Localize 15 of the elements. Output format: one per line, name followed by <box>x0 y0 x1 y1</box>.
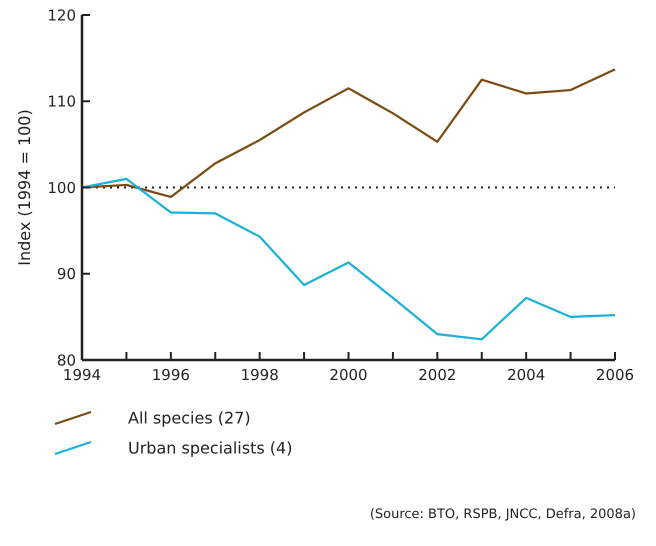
y-axis-title: Index (1994 = 100) <box>15 109 34 266</box>
x-tick-label: 2004 <box>507 366 546 384</box>
x-tick-label: 2000 <box>329 366 368 384</box>
line-series <box>80 178 616 340</box>
x-tick-label: 2006 <box>596 366 634 384</box>
x-tick-label: 1998 <box>240 366 279 384</box>
y-tick-label: 110 <box>47 92 76 110</box>
legend-label: Urban specialists (4) <box>128 438 292 458</box>
text: (Source: BTO, RSPB, JNCC, Defra, 2008a) <box>370 507 636 522</box>
y-tick-label: 120 <box>47 6 76 24</box>
legend-label: All species (27) <box>128 408 251 428</box>
x-tick-label: 1996 <box>152 366 190 384</box>
x-tick-label: 2002 <box>418 366 456 384</box>
y-tick-label: 100 <box>47 178 76 197</box>
y-tick-label: 90 <box>56 265 76 283</box>
